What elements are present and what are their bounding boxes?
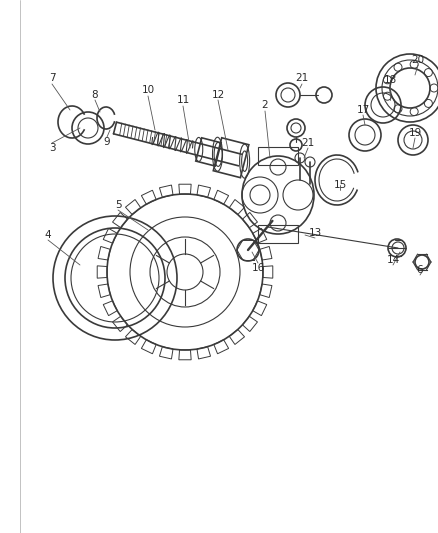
Text: 5: 5 [115,200,121,210]
Text: 13: 13 [308,228,321,238]
Text: 12: 12 [212,90,225,100]
Text: 9: 9 [104,137,110,147]
Text: 11: 11 [177,95,190,105]
Bar [258,147,298,165]
Text: 6: 6 [417,265,423,275]
Bar [258,225,298,243]
Text: 20: 20 [411,55,424,65]
Text: 14: 14 [386,255,399,265]
Text: 21: 21 [295,73,309,83]
Text: 21: 21 [301,138,314,148]
Text: 16: 16 [251,263,265,273]
Text: 2: 2 [261,100,268,110]
Text: 17: 17 [357,105,370,115]
Text: 3: 3 [49,143,55,153]
Text: 19: 19 [408,128,422,138]
Text: 10: 10 [141,85,155,95]
Text: 4: 4 [45,230,51,240]
Text: 8: 8 [92,90,98,100]
Text: 15: 15 [333,180,346,190]
Text: 18: 18 [383,75,397,85]
Text: 7: 7 [49,73,55,83]
